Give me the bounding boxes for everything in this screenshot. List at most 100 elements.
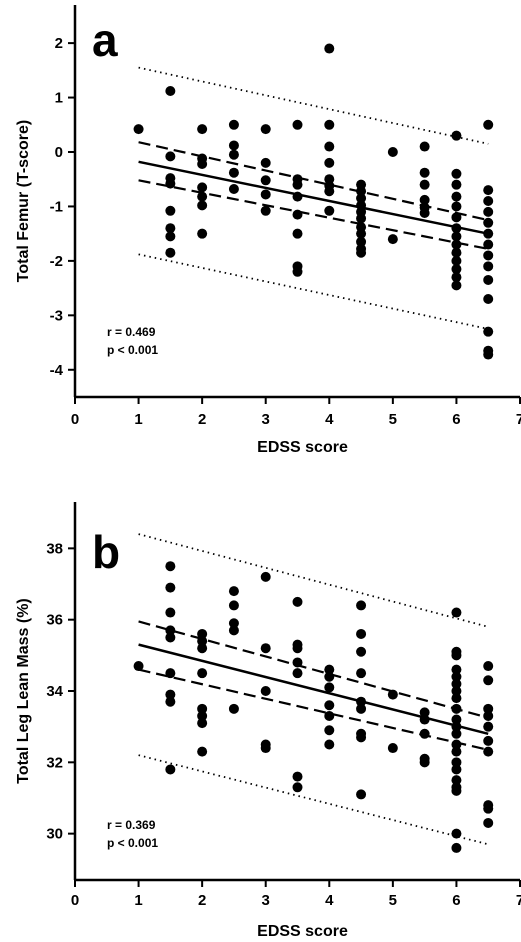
data-point <box>165 561 176 572</box>
data-point <box>451 280 462 291</box>
data-point <box>451 231 462 242</box>
data-point <box>419 753 430 764</box>
y-tick-label: 34 <box>46 683 63 700</box>
panel-letter: b <box>92 526 120 578</box>
data-point <box>483 349 494 360</box>
data-point <box>165 151 176 162</box>
data-point <box>451 703 462 714</box>
data-point <box>387 234 398 245</box>
data-point <box>419 167 430 178</box>
data-point <box>197 158 208 169</box>
data-point <box>292 771 303 782</box>
confidence-band-lower <box>138 179 489 250</box>
x-tick-label: 7 <box>516 892 521 909</box>
data-point <box>197 628 208 639</box>
data-point <box>228 140 239 151</box>
data-point <box>451 272 462 283</box>
x-tick-label: 1 <box>134 892 142 909</box>
x-tick-label: 2 <box>198 892 206 909</box>
data-point <box>356 600 367 611</box>
data-point <box>228 184 239 195</box>
data-point <box>165 178 176 189</box>
data-point <box>419 141 430 152</box>
data-point <box>324 43 335 54</box>
x-tick-label: 6 <box>452 892 460 909</box>
data-point <box>324 725 335 736</box>
data-point <box>292 668 303 679</box>
data-point <box>292 782 303 793</box>
data-point <box>197 228 208 239</box>
x-axis-title: EDSS score <box>257 439 348 456</box>
data-point <box>451 223 462 234</box>
data-point <box>292 596 303 607</box>
data-point <box>451 678 462 689</box>
data-point <box>197 636 208 647</box>
data-point <box>197 182 208 193</box>
data-point <box>292 657 303 668</box>
regression-line <box>138 643 489 736</box>
data-point <box>165 668 176 679</box>
x-tick-label: 3 <box>262 411 270 428</box>
data-point <box>451 255 462 266</box>
y-axis-title: Total Leg Lean Mass (%) <box>15 598 32 784</box>
data-point <box>387 689 398 700</box>
data-point <box>483 803 494 814</box>
data-point <box>165 582 176 593</box>
data-point <box>228 703 239 714</box>
data-point <box>165 632 176 643</box>
data-point <box>324 186 335 197</box>
data-point <box>356 696 367 707</box>
data-point <box>324 157 335 168</box>
data-point <box>483 735 494 746</box>
x-tick-label: 0 <box>71 411 79 428</box>
data-point <box>324 700 335 711</box>
data-point <box>419 207 430 218</box>
data-point <box>133 124 144 135</box>
data-point <box>356 247 367 258</box>
data-point <box>451 671 462 682</box>
data-point <box>451 746 462 757</box>
data-point <box>356 668 367 679</box>
data-point <box>483 206 494 217</box>
x-tick-label: 5 <box>389 892 397 909</box>
data-point <box>483 119 494 130</box>
data-point <box>292 191 303 202</box>
data-point <box>260 686 271 696</box>
data-point <box>483 196 494 206</box>
data-point <box>197 200 208 211</box>
data-point <box>419 714 430 725</box>
data-point <box>324 141 335 152</box>
confidence-band-lower <box>138 668 489 751</box>
data-point <box>451 179 462 190</box>
data-point <box>324 119 335 130</box>
data-point <box>451 264 462 275</box>
y-tick-label: 36 <box>46 612 63 629</box>
prediction-band-upper <box>138 533 489 628</box>
data-point <box>165 764 176 775</box>
data-point <box>228 167 239 178</box>
data-point <box>483 326 494 337</box>
data-point <box>165 223 176 234</box>
data-point <box>483 703 494 714</box>
y-tick-label: 32 <box>46 754 63 771</box>
data-point <box>483 721 494 732</box>
data-point <box>451 828 462 839</box>
data-point <box>197 703 208 714</box>
y-axis-title: Total Femur (T-score) <box>15 120 32 282</box>
data-point <box>451 686 462 696</box>
data-point <box>387 743 398 754</box>
data-point <box>165 607 176 618</box>
data-point <box>324 664 335 675</box>
data-point <box>228 119 239 130</box>
data-point <box>451 650 462 661</box>
data-point <box>228 625 239 636</box>
y-tick-label: -3 <box>50 307 63 324</box>
data-point <box>197 191 208 202</box>
data-point <box>483 746 494 757</box>
data-point <box>483 661 494 672</box>
x-tick-label: 6 <box>452 411 460 428</box>
p-value-label: p < 0.001 <box>107 836 158 850</box>
data-point <box>419 707 430 718</box>
confidence-band-upper <box>138 620 489 719</box>
